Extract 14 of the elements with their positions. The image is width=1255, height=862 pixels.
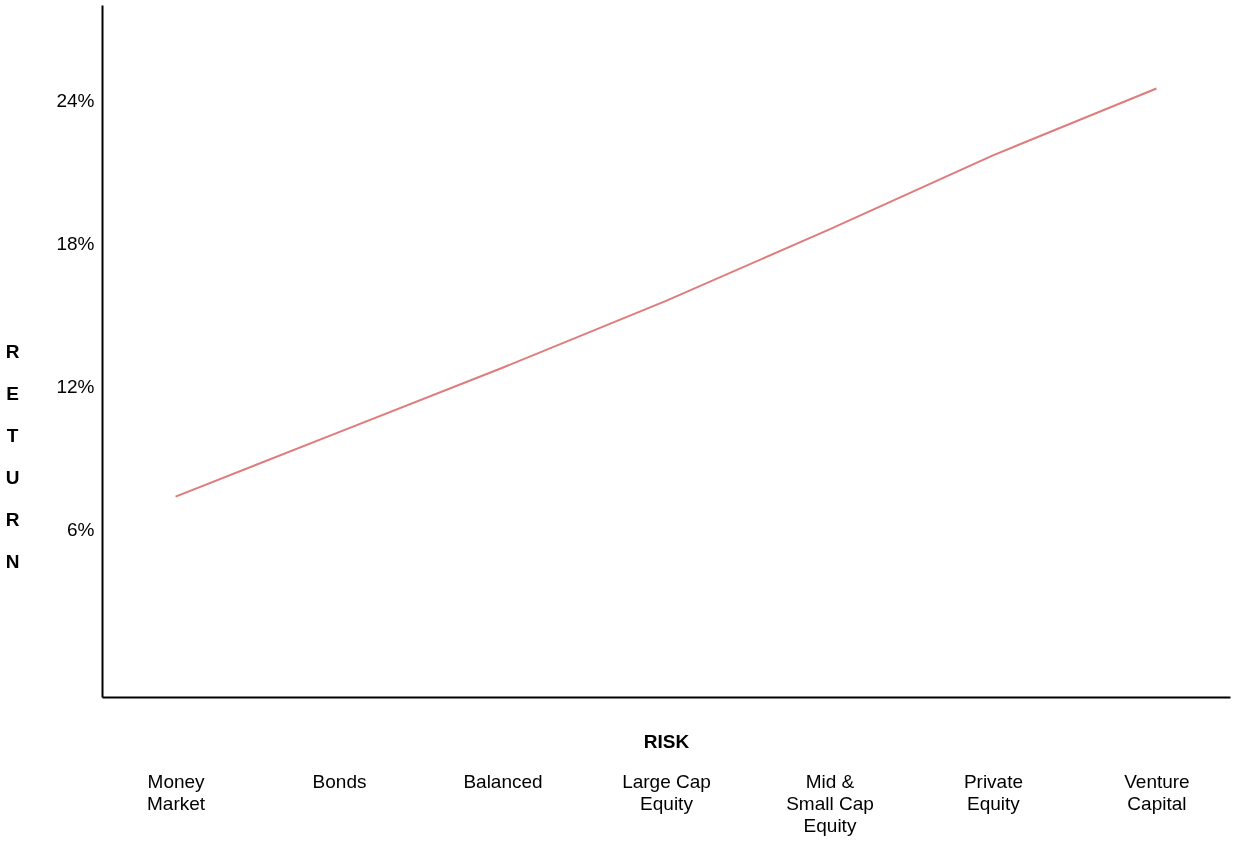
- y-tick-label: 24%: [56, 89, 95, 111]
- x-tick-label: Bonds: [312, 770, 367, 792]
- x-tick-label: Money Market: [147, 770, 206, 814]
- x-tick-label: Mid & Small Cap Equity: [786, 770, 874, 836]
- x-tick-label: Balanced: [463, 770, 543, 792]
- y-axis-title: RETURN: [5, 340, 20, 572]
- x-tick-label: Private Equity: [963, 770, 1024, 814]
- y-tick-label: 12%: [56, 376, 95, 398]
- y-tick-label: 6%: [67, 519, 95, 541]
- y-tick-label: 18%: [56, 233, 95, 255]
- x-axis-title: RISK: [643, 730, 690, 752]
- line-series: [174, 87, 1158, 498]
- x-tick-label: Venture Capital: [1124, 770, 1190, 814]
- x-tick-label: Large Cap Equity: [622, 770, 711, 814]
